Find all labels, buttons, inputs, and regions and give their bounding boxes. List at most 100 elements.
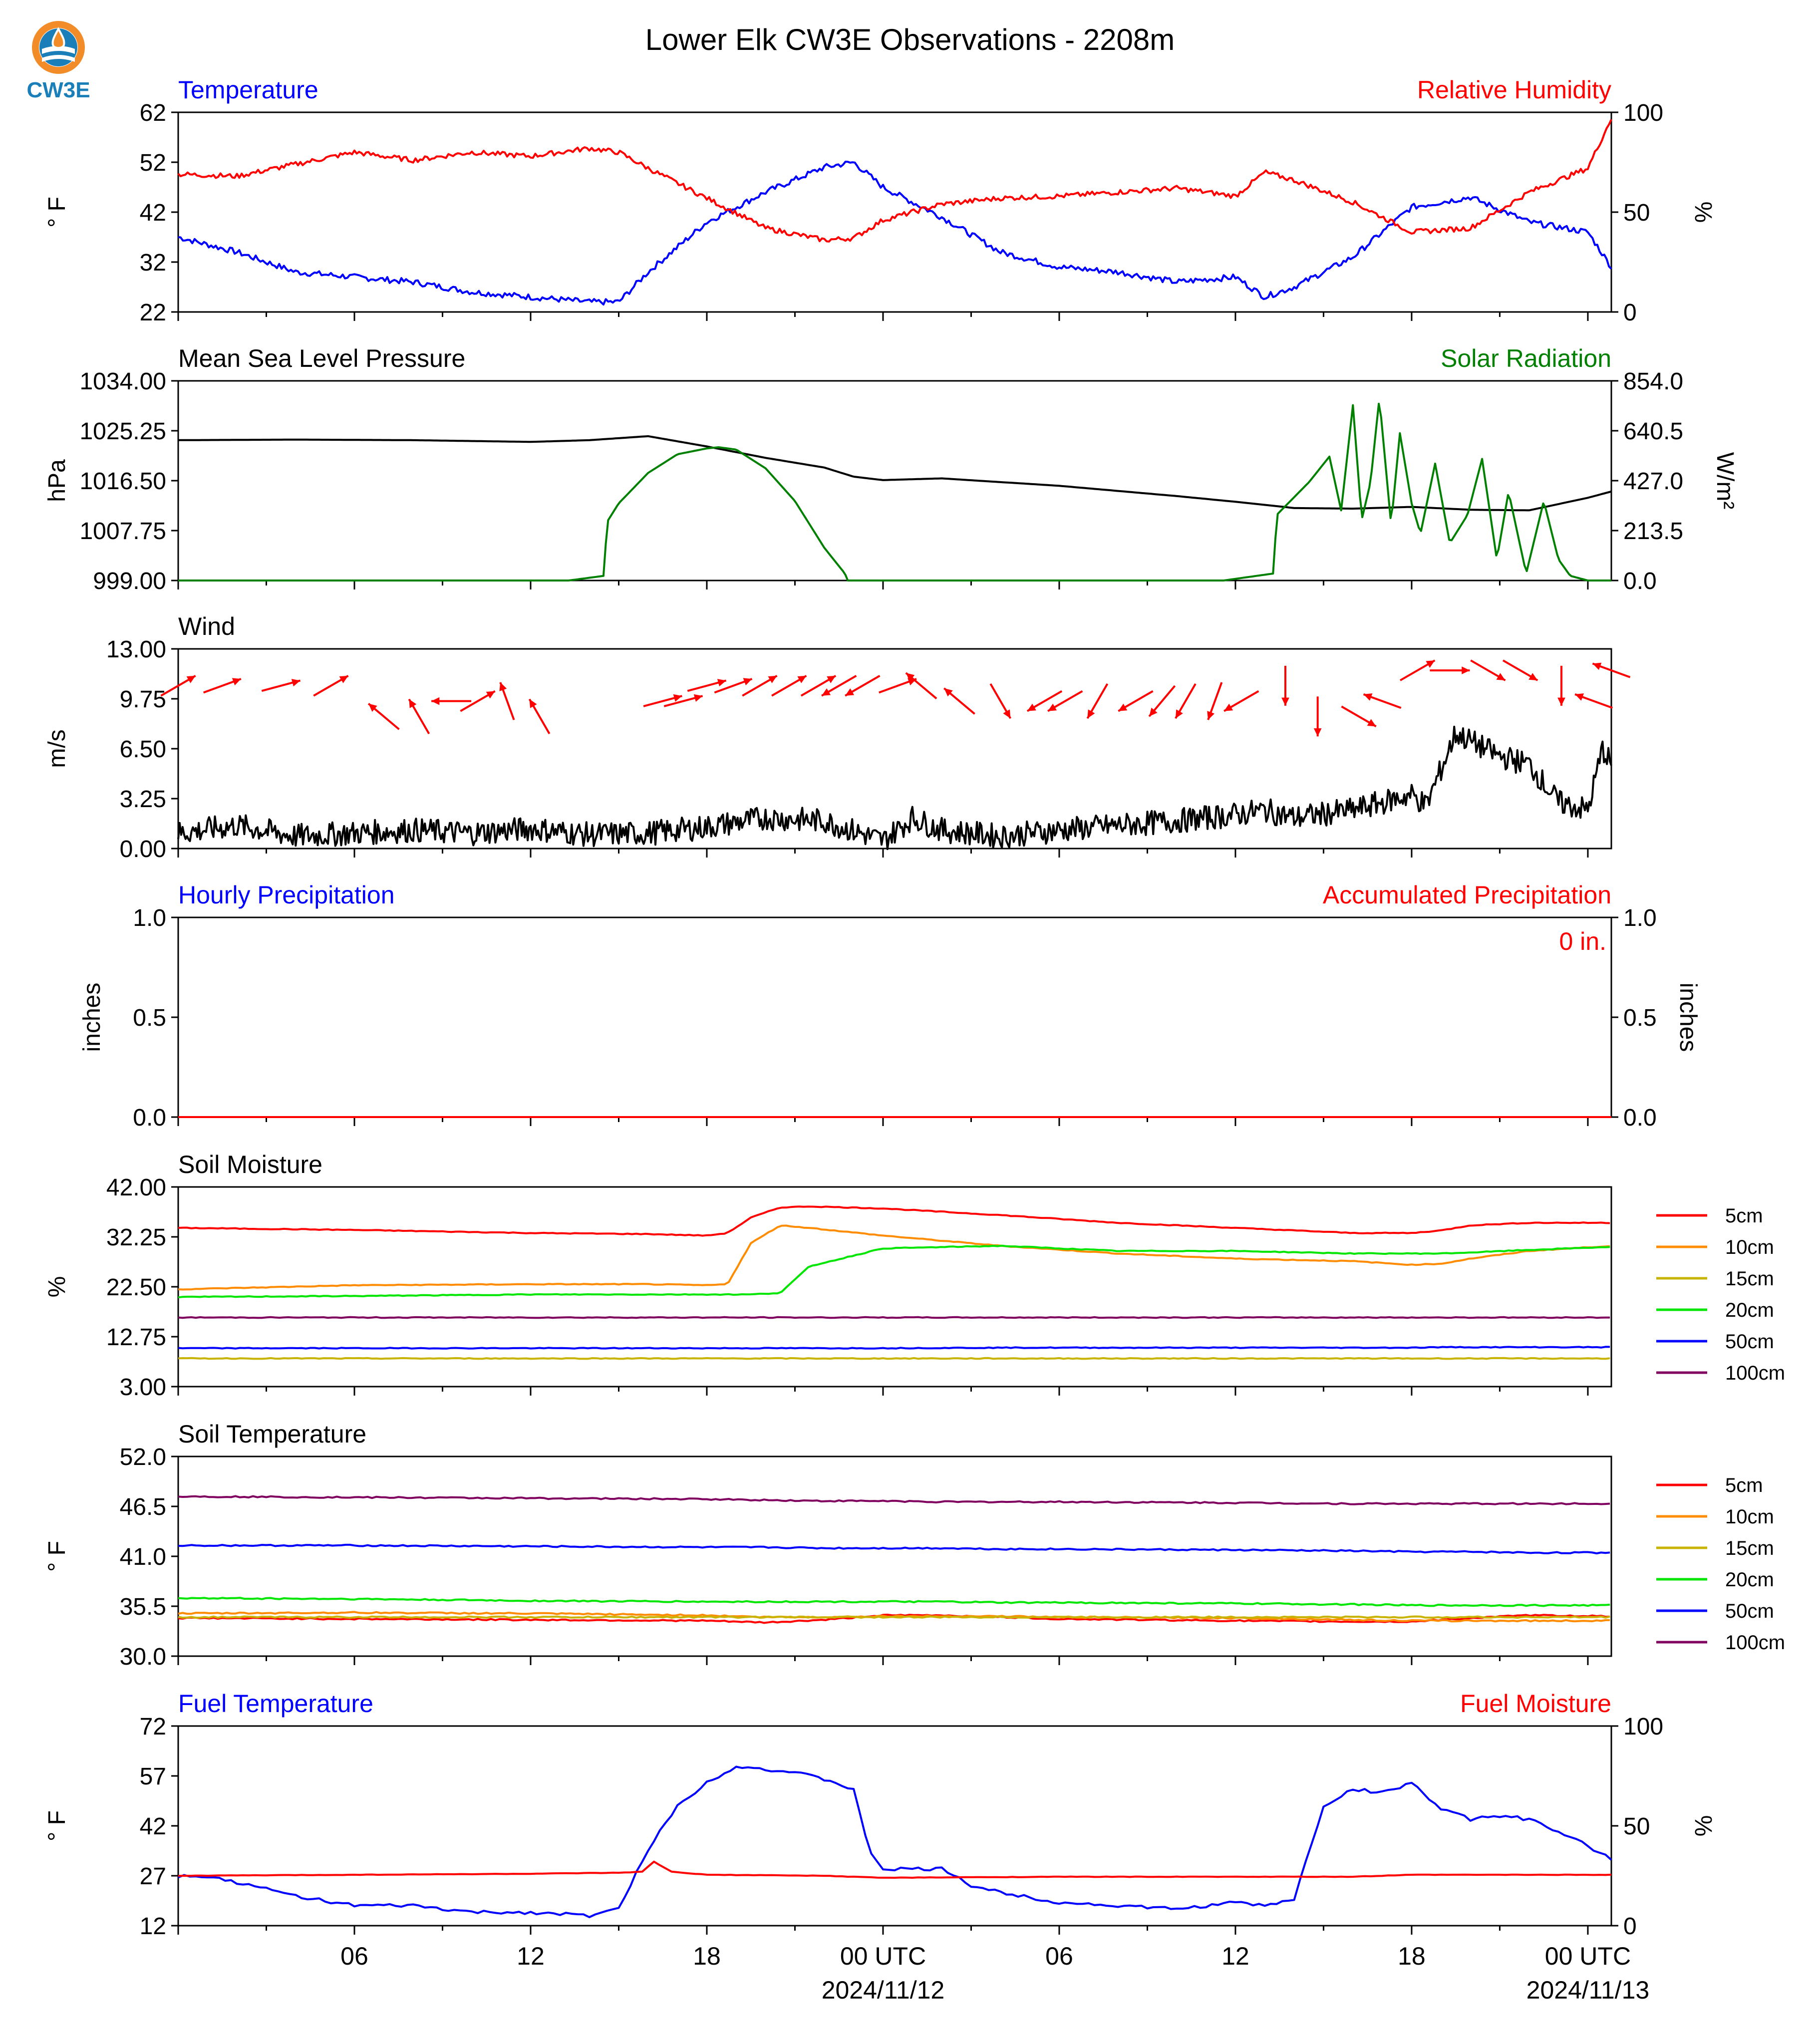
wind-arrow-head (1003, 709, 1011, 719)
legend-label: 10cm (1725, 1506, 1774, 1528)
wind-arrow-head (673, 694, 682, 702)
y-tick-label: 46.5 (120, 1494, 166, 1520)
series-fuel-fuel-moisture (178, 1860, 1612, 1879)
x-tick-label: 18 (1398, 1942, 1426, 1970)
panel-title-left: Hourly Precipitation (178, 881, 395, 909)
panel-title-right: Relative Humidity (1417, 76, 1611, 104)
wind-arrow-head (529, 699, 537, 708)
wind-arrow-head (291, 679, 301, 687)
y-tick-label-right: 0.5 (1623, 1005, 1657, 1031)
y-tick-label: 52.0 (120, 1444, 166, 1470)
legend-label: 10cm (1725, 1236, 1774, 1258)
wind-arrow-head (499, 682, 507, 691)
plot-frame (177, 1186, 1612, 1388)
wind-arrow-head (1557, 697, 1565, 706)
header: Lower Elk CW3E Observations - 2208m CW3E (26, 21, 1175, 102)
legend-label: 50cm (1725, 1331, 1774, 1353)
y-axis-label-right: % (1690, 1815, 1716, 1837)
series-temp-rh-relative-humidity (177, 119, 1612, 243)
series-soil-temp-20cm (178, 1597, 1610, 1607)
series-soil-temp-15cm (178, 1615, 1610, 1619)
legend-label: 5cm (1725, 1205, 1763, 1227)
wind-arrow-head (1575, 693, 1584, 701)
y-axis-label-left: ° F (44, 1541, 70, 1572)
y-tick-label: 9.75 (120, 686, 166, 713)
wind-arrow-head (186, 675, 196, 683)
y-tick-label: 3.00 (120, 1374, 166, 1401)
wind-arrow-head (797, 675, 807, 683)
x-tick-label: 06 (1045, 1942, 1073, 1970)
y-tick-label-right: 50 (1623, 1813, 1650, 1840)
y-tick-label: 42 (140, 200, 166, 226)
y-tick-label: 42 (140, 1813, 166, 1840)
wind-arrow-head (1027, 703, 1036, 711)
y-tick-label: 0.5 (133, 1005, 166, 1031)
series-pressure-solar-solar-radiation (178, 402, 1611, 581)
wind-arrow-head (845, 688, 855, 696)
panel-fuel: Fuel Temperature Fuel Moisture 72 57 42 27 12 1… (44, 1690, 1716, 1940)
wind-arrow-head (1087, 709, 1095, 719)
cw3e-drop-logo-icon: CW3E (26, 21, 90, 102)
series-soil-moisture-20cm (178, 1244, 1610, 1299)
wind-arrow-head (1149, 707, 1158, 717)
y-axis-label-left: ° F (44, 1810, 70, 1841)
y-tick-label-right: 0 (1623, 1913, 1637, 1940)
wind-arrow-head (1224, 703, 1233, 711)
plot-frame (177, 648, 1612, 850)
panel-title-left: Soil Temperature (178, 1420, 366, 1448)
wind-arrow-head (1528, 673, 1538, 681)
y-tick-label: 0.00 (120, 836, 166, 863)
y-tick-label-right: 100 (1623, 1714, 1663, 1740)
y-tick-label-right: 100 (1623, 100, 1663, 126)
series-soil-temp-5cm (178, 1613, 1610, 1624)
series-temp-rh-temperature (178, 160, 1612, 306)
y-tick-label: 30.0 (120, 1644, 166, 1670)
panel-soil-moisture: Soil Moisture 42.00 32.25 22.50 12.75 3.00% 5c… (44, 1151, 1785, 1401)
series-fuel-fuel-temperature (178, 1765, 1612, 1918)
y-tick-label: 1034.00 (79, 368, 166, 395)
series-soil-moisture-5cm (178, 1205, 1610, 1237)
y-tick-label: 22 (140, 299, 166, 326)
y-axis-label-left: inches (79, 983, 105, 1052)
y-axis-label-right: % (1690, 202, 1716, 223)
legend: 5cm 10cm 15cm 20cm 50cm 100cm (1656, 1474, 1785, 1654)
legend-label: 15cm (1725, 1268, 1774, 1290)
legend-label: 20cm (1725, 1299, 1774, 1321)
page-title: Lower Elk CW3E Observations - 2208m (645, 23, 1175, 56)
wind-arrow-head (743, 678, 752, 686)
wind-arrow-head (1426, 660, 1435, 668)
wind-arrow-head (822, 688, 831, 696)
y-tick-label: 62 (140, 100, 166, 126)
wind-arrow-head (1363, 693, 1373, 701)
wind-arrow-head (1367, 719, 1376, 727)
y-tick-label: 35.5 (120, 1594, 166, 1620)
y-tick-label: 0.0 (133, 1105, 166, 1131)
panels: Temperature Relative Humidity 62 52 42 32 22 10… (44, 76, 1785, 1940)
x-tick-label: 00 UTC (1545, 1942, 1631, 1970)
wind-arrow-head (431, 697, 440, 705)
wind-arrow-head (339, 675, 348, 683)
y-tick-label-right: 0.0 (1623, 568, 1657, 594)
y-tick-label: 1007.75 (79, 518, 166, 545)
y-tick-label: 42.00 (106, 1174, 166, 1201)
y-tick-label: 32 (140, 250, 166, 276)
y-tick-label-right: 50 (1623, 200, 1650, 226)
panel-wind: Wind 13.00 9.75 6.50 3.25 0.00 m/s (44, 612, 1631, 863)
panel-title-right: Accumulated Precipitation (1323, 881, 1611, 909)
wind-arrow-head (486, 691, 495, 699)
y-tick-label: 1016.50 (79, 468, 166, 495)
series-soil-temp-50cm (178, 1543, 1610, 1555)
legend: 5cm 10cm 15cm 20cm 50cm 100cm (1656, 1205, 1785, 1384)
time-axis: 06 12 18 00 UTC 06 12 18 00 UTC 2024/11/12 2024/1… (340, 1942, 1649, 2004)
wind-arrow-head (368, 703, 377, 712)
plot-frame (177, 1455, 1612, 1657)
wind-arrow-head (1462, 666, 1470, 674)
y-tick-label: 12.75 (106, 1324, 166, 1351)
series-soil-temp-100cm (178, 1495, 1610, 1505)
y-tick-label: 6.50 (120, 736, 166, 763)
y-axis-label-left: hPa (44, 459, 70, 502)
wind-arrow-head (944, 688, 953, 697)
y-tick-label: 999.00 (93, 568, 166, 594)
y-axis-label-right: W/m² (1712, 452, 1738, 510)
y-tick-label: 1.0 (133, 905, 166, 931)
